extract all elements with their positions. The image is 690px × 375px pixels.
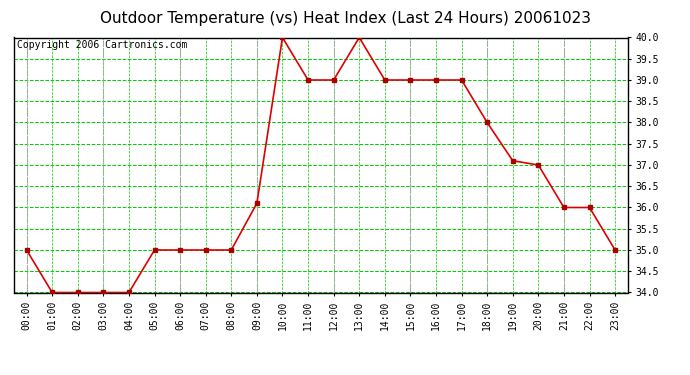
Text: Copyright 2006 Cartronics.com: Copyright 2006 Cartronics.com <box>17 40 187 50</box>
Text: Outdoor Temperature (vs) Heat Index (Last 24 Hours) 20061023: Outdoor Temperature (vs) Heat Index (Las… <box>99 11 591 26</box>
